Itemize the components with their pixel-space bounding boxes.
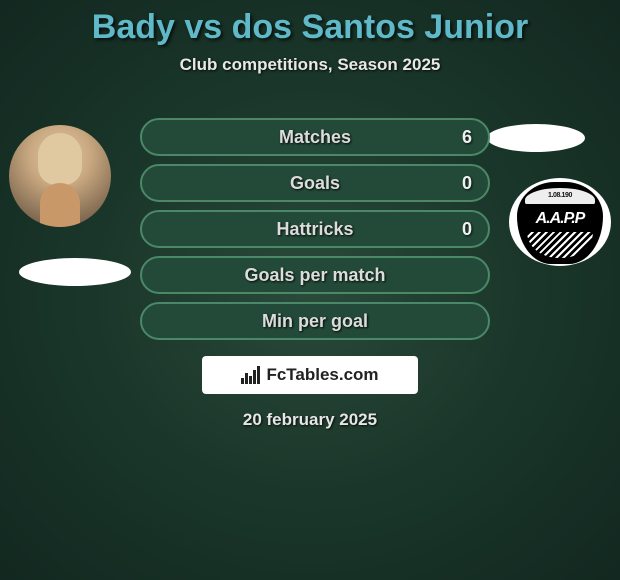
stat-row: Matches 6 bbox=[140, 118, 490, 156]
page-subtitle: Club competitions, Season 2025 bbox=[0, 55, 620, 75]
shield-hatch bbox=[527, 232, 593, 258]
player-left-avatar bbox=[9, 125, 111, 227]
stat-label: Hattricks bbox=[184, 219, 446, 240]
date-text: 20 february 2025 bbox=[0, 410, 620, 430]
stat-rows: Matches 6 Goals 0 Hattricks 0 Goals per … bbox=[140, 118, 490, 348]
player-right-badge: 1.08.190 A.A.P.P bbox=[509, 178, 611, 266]
stat-label: Matches bbox=[184, 127, 446, 148]
shield-top-text: 1.08.190 bbox=[525, 188, 595, 204]
player-right-flag bbox=[487, 124, 585, 152]
stat-label: Goals per match bbox=[184, 265, 446, 286]
stat-right-value: 6 bbox=[446, 127, 488, 148]
stat-row: Goals per match bbox=[140, 256, 490, 294]
stat-label: Min per goal bbox=[184, 311, 446, 332]
club-shield: 1.08.190 A.A.P.P bbox=[517, 182, 603, 264]
stat-row: Min per goal bbox=[140, 302, 490, 340]
brand-bars-icon bbox=[241, 366, 260, 384]
stat-row: Hattricks 0 bbox=[140, 210, 490, 248]
stat-label: Goals bbox=[184, 173, 446, 194]
stat-row: Goals 0 bbox=[140, 164, 490, 202]
stat-right-value: 0 bbox=[446, 219, 488, 240]
shield-letters: A.A.P.P bbox=[517, 210, 603, 228]
stat-right-value: 0 bbox=[446, 173, 488, 194]
brand-text: FcTables.com bbox=[266, 365, 378, 385]
player-left-flag bbox=[19, 258, 131, 286]
brand-badge: FcTables.com bbox=[202, 356, 418, 394]
page-title: Bady vs dos Santos Junior bbox=[0, 0, 620, 47]
